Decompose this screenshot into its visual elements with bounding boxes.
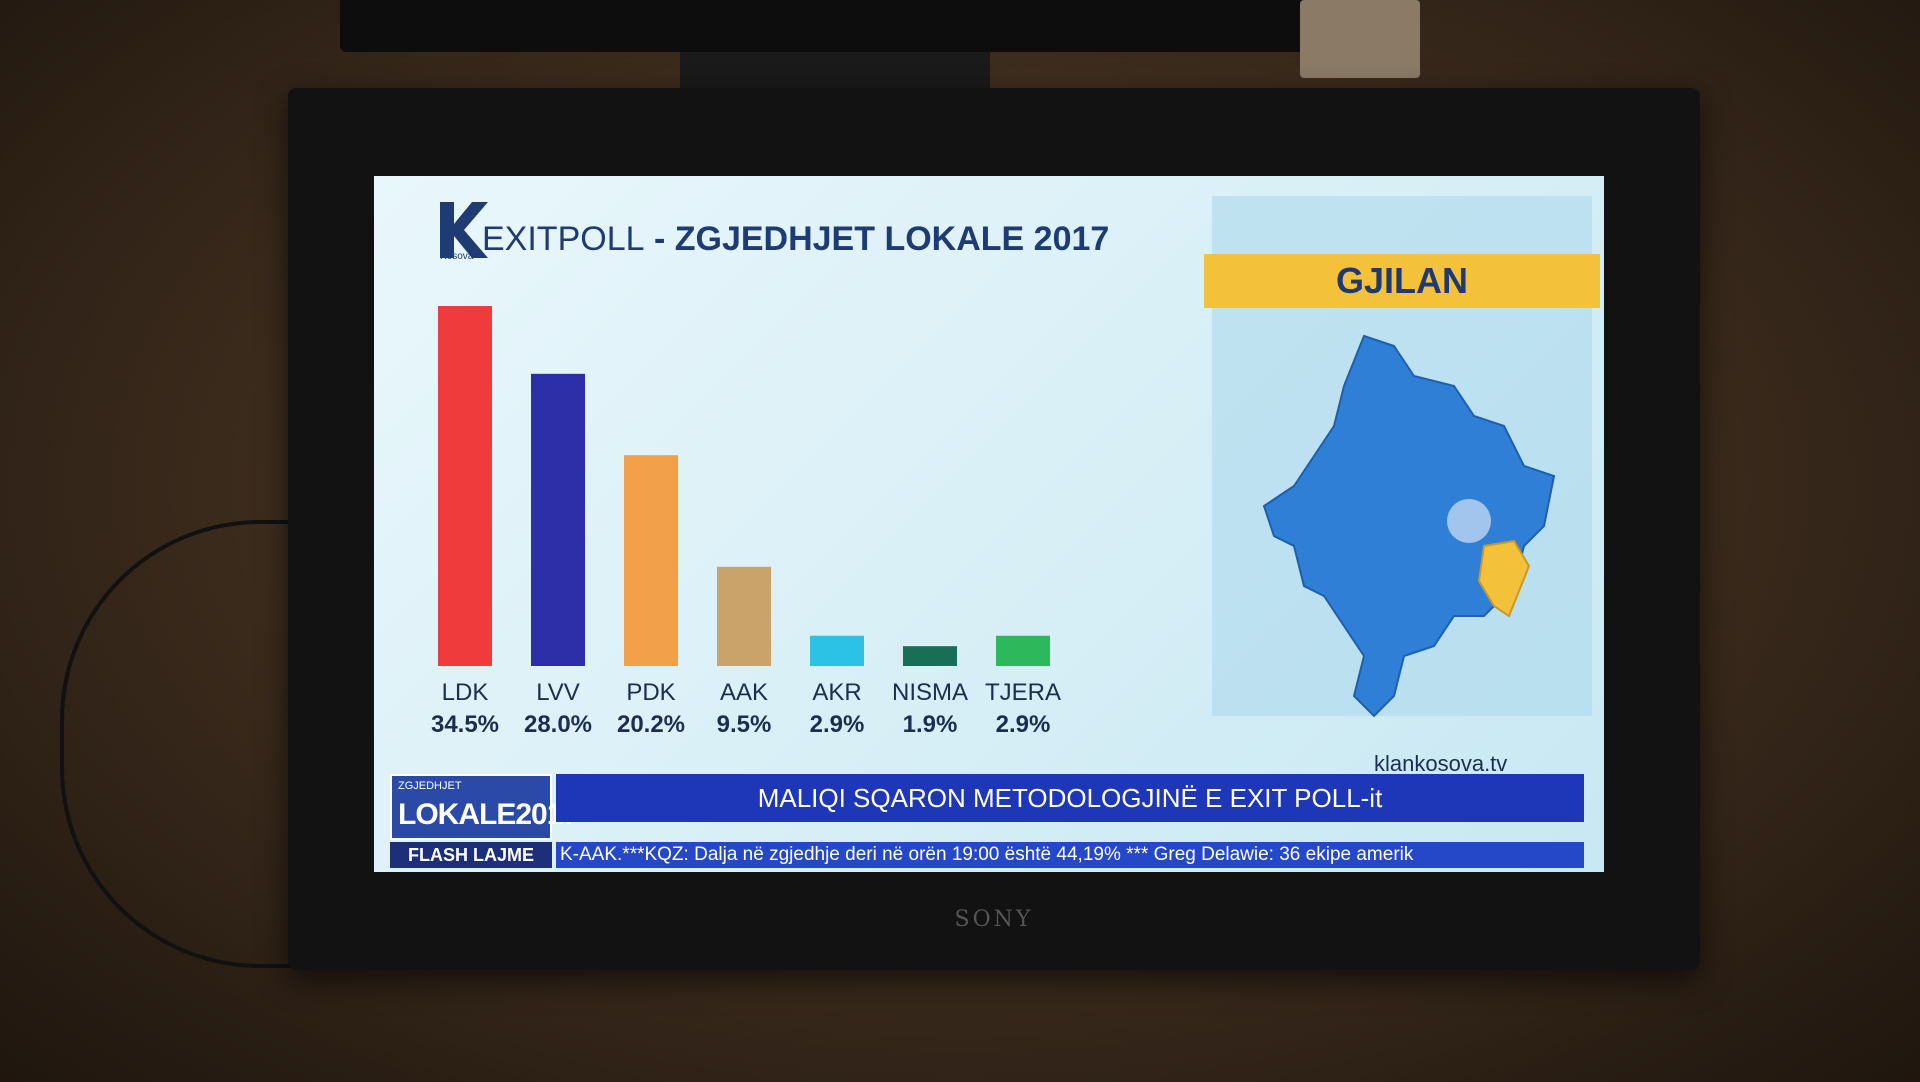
value-label-ldk: 34.5%	[431, 711, 499, 738]
category-label-tjera: TJERA	[985, 679, 1061, 706]
value-label-pdk: 20.2%	[617, 711, 685, 738]
news-ticker: K-AAK.***KQZ: Dalja në zgjedhje deri në …	[556, 842, 1584, 868]
title-main: - ZGJEDHJET LOKALE 2017	[644, 220, 1110, 258]
news-headline: MALIQI SQARON METODOLOGJINË E EXIT POLL-…	[556, 774, 1584, 822]
category-label-nisma: NISMA	[892, 679, 968, 706]
page-title: EXITPOLL - ZGJEDHJET LOKALE 2017	[482, 220, 1109, 259]
logo-text: Kosova	[440, 251, 474, 260]
wall-mounted-device	[340, 0, 1365, 52]
tv-screen: Kosova EXITPOLL - ZGJEDHJET LOKALE 2017 …	[374, 176, 1604, 872]
bar-ldk	[438, 306, 492, 666]
wall-socket	[1300, 0, 1420, 78]
category-label-pdk: PDK	[626, 679, 675, 706]
value-label-tjera: 2.9%	[996, 711, 1051, 738]
value-label-akr: 2.9%	[810, 711, 865, 738]
wall-bracket	[680, 52, 990, 94]
bar-akr	[810, 635, 864, 666]
value-label-aak: 9.5%	[717, 711, 772, 738]
badge-big-text: LOKALE2017	[398, 798, 579, 831]
bar-nisma	[903, 646, 957, 666]
television: SONY Kosova EXITPOLL - ZGJEDHJET LOKALE …	[288, 88, 1700, 970]
flash-news-label: FLASH LAJME	[390, 842, 552, 868]
badge-small-text: ZGJEDHJET	[398, 780, 462, 792]
title-prefix: EXITPOLL	[482, 220, 645, 258]
bar-tjera	[996, 635, 1050, 666]
kosovo-map-icon	[1262, 334, 1556, 718]
exit-poll-bar-chart: LDK 34.5% LVV 28.0% PDK 20.2% AAK 9.5% AKR 2.9% NI…	[431, 306, 1061, 738]
tv-cable	[60, 520, 314, 968]
tv-brand-label: SONY	[954, 907, 1034, 932]
bar-pdk	[624, 455, 678, 666]
bar-lvv	[531, 373, 585, 666]
category-label-lvv: LVV	[536, 679, 580, 706]
election-badge: ZGJEDHJET LOKALE2017	[390, 774, 579, 840]
category-label-aak: AAK	[720, 679, 768, 706]
channel-logo-icon: Kosova	[440, 202, 488, 260]
value-label-lvv: 28.0%	[524, 711, 592, 738]
website-label: klankosova.tv	[1374, 751, 1508, 776]
map-title: GJILAN	[1204, 254, 1600, 308]
bar-aak	[717, 566, 771, 666]
category-label-akr: AKR	[812, 679, 861, 706]
category-label-ldk: LDK	[442, 679, 489, 706]
value-label-nisma: 1.9%	[903, 711, 958, 738]
